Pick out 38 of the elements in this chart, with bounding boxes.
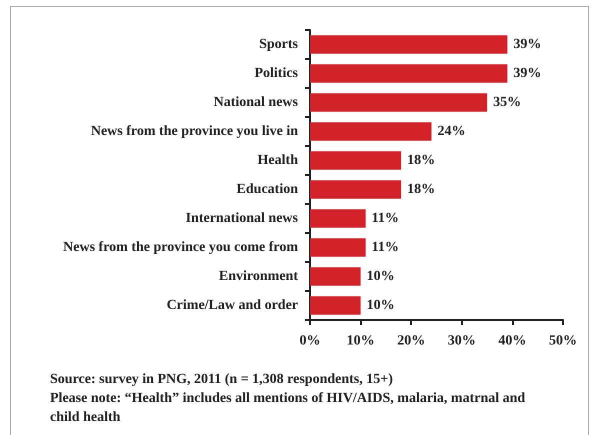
bar <box>310 122 432 141</box>
y-tick-label: Environment <box>218 269 298 284</box>
text: Please note: “Health” includes all mentions of HIV/AIDS, malaria, matrnal and child health <box>50 391 529 425</box>
y-tick-label: News from the province you live in <box>90 124 298 139</box>
bar <box>310 151 402 170</box>
bar <box>310 238 366 257</box>
bar <box>310 296 361 315</box>
y-tick-label: Politics <box>254 66 299 81</box>
x-tick-label: 10% <box>346 334 375 348</box>
x-tick-label: 30% <box>448 334 476 348</box>
bar <box>310 180 402 199</box>
bar <box>310 35 508 54</box>
y-tick-label: National news <box>214 95 299 110</box>
bar <box>310 267 361 286</box>
data-label: 18% <box>407 153 436 168</box>
data-label: 10% <box>366 298 395 313</box>
bar <box>310 64 508 83</box>
source-note: Source: survey in PNG, 2011 (n = 1,308 respondents, 15+) <box>50 372 394 387</box>
data-label: 39% <box>513 37 542 52</box>
data-label: 35% <box>493 95 522 110</box>
y-tick-label: Sports <box>259 37 299 52</box>
y-tick-label: News from the province you come from <box>63 240 298 255</box>
data-label: 24% <box>437 124 466 139</box>
data-label: 11% <box>372 211 399 226</box>
y-tick-label: Education <box>236 182 298 197</box>
bar <box>310 209 366 228</box>
x-tick-label: 50% <box>549 334 577 348</box>
data-label: 10% <box>366 269 395 284</box>
y-tick-label: Crime/Law and order <box>166 298 298 313</box>
x-tick-label: 40% <box>498 334 526 348</box>
y-tick-label: Health <box>258 153 298 168</box>
data-label: 39% <box>513 66 542 81</box>
data-label: 11% <box>372 240 399 255</box>
y-tick-label: International news <box>186 211 299 226</box>
bar <box>310 93 488 112</box>
x-tick-label: 0% <box>300 334 320 348</box>
data-label: 18% <box>407 182 436 197</box>
x-tick-label: 20% <box>397 334 426 348</box>
